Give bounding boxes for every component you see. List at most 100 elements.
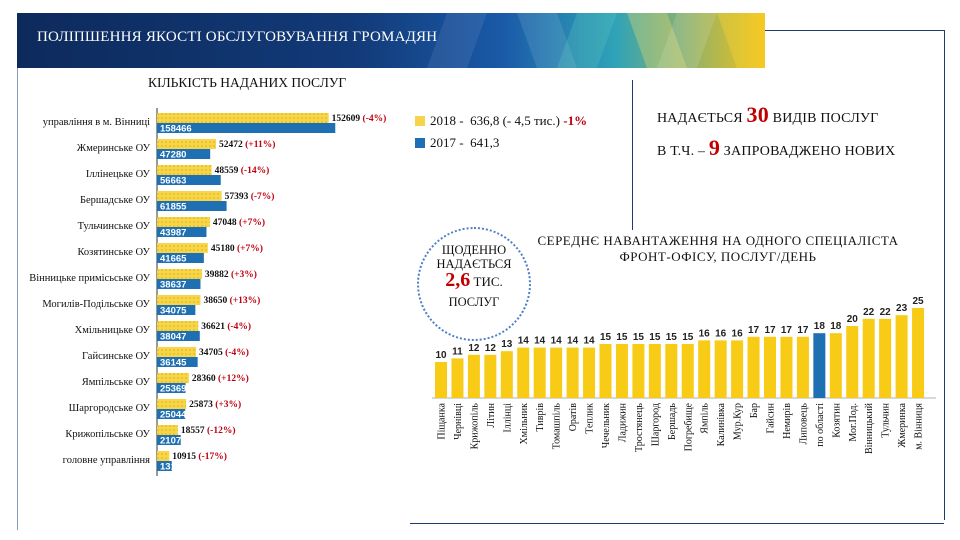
category-label: Тростянець xyxy=(634,403,645,452)
value-label-2017: 25369 xyxy=(160,384,186,395)
chart-legend: 2018 - 636,8 (- 4,5 тис.) -1% 2017 - 641… xyxy=(415,110,587,154)
value-label-2018: 45180 (+7%) xyxy=(211,243,263,254)
category-label: Ладижин xyxy=(617,402,628,442)
bar-2018 xyxy=(157,321,199,331)
category-label: Гайсин xyxy=(766,402,777,433)
legend-label-2017: 2017 xyxy=(430,135,456,150)
legend-item-2017: 2017 - 641,3 xyxy=(415,132,587,154)
bar-2018 xyxy=(157,269,202,279)
circle-line2: НАДАЄТЬСЯ xyxy=(436,257,512,271)
category-label: Чернівці xyxy=(453,403,464,440)
circle-line1: ЩОДЕННО xyxy=(441,243,507,257)
divider-vertical xyxy=(632,80,633,230)
value-label-2017: 41665 xyxy=(160,254,187,265)
bar xyxy=(698,340,711,398)
value-label: 17 xyxy=(797,325,809,336)
value-label-2018: 57393 (-7%) xyxy=(225,191,275,202)
value-label: 12 xyxy=(468,343,480,354)
bar xyxy=(599,344,612,398)
value-label: 15 xyxy=(633,332,645,343)
bar xyxy=(796,336,809,398)
value-label: 13 xyxy=(501,339,513,350)
bar xyxy=(829,333,842,398)
bar-2017 xyxy=(157,123,336,133)
new-services-count: 9 xyxy=(708,135,721,160)
value-label: 25 xyxy=(912,296,924,307)
bar-2018 xyxy=(157,399,187,409)
legend-swatch-2017 xyxy=(415,138,425,148)
category-label: Хмільницьке ОУ xyxy=(75,325,151,336)
circle-line3: ПОСЛУГ xyxy=(448,295,500,309)
category-label: Тульчинське ОУ xyxy=(78,221,151,232)
category-label: Тиврів xyxy=(535,403,546,432)
legend-text-2017: - 641,3 xyxy=(456,135,500,150)
legend-swatch-2018 xyxy=(415,116,425,126)
bar xyxy=(632,344,645,398)
value-label-2017: 13165 xyxy=(160,462,187,473)
header-banner: ПОЛІПШЕННЯ ЯКОСТІ ОБСЛУГОВУВАННЯ ГРОМАДЯ… xyxy=(17,13,765,68)
circle-caption: ЩОДЕННО НАДАЄТЬСЯ xyxy=(419,243,529,271)
category-label: Іллінці xyxy=(502,403,513,433)
frame-line-right xyxy=(944,30,945,520)
workload-chart-title: СЕРЕДНЄ НАВАНТАЖЕННЯ НА ОДНОГО СПЕЦІАЛІС… xyxy=(528,233,908,265)
category-label: по області xyxy=(815,403,826,447)
daily-unit: ТИС. xyxy=(470,274,503,289)
value-label: 17 xyxy=(781,325,793,336)
category-label: головне управління xyxy=(63,455,151,466)
value-label-2017: 38637 xyxy=(160,280,186,291)
value-label-2017: 43987 xyxy=(160,228,186,239)
value-label: 14 xyxy=(583,336,595,347)
category-label: Тульчин xyxy=(881,402,892,437)
value-label-2018: 10915 (-17%) xyxy=(172,451,227,462)
category-label: Могилів-Подільське ОУ xyxy=(42,299,150,310)
category-label: Жмеринське ОУ xyxy=(77,143,151,154)
category-label: Крижопіль xyxy=(469,403,480,450)
value-label-2018: 47048 (+7%) xyxy=(213,217,265,228)
bar xyxy=(648,344,661,398)
bar-2017 xyxy=(157,409,186,419)
bar-2018 xyxy=(157,373,189,383)
bar-2017 xyxy=(157,435,181,445)
value-label: 18 xyxy=(830,321,842,332)
value-label: 15 xyxy=(600,332,612,343)
bar xyxy=(583,347,596,398)
category-label: Літин xyxy=(486,402,497,427)
category-label: Шаргородське ОУ xyxy=(69,403,151,414)
value-label-2018: 48559 (-14%) xyxy=(215,165,270,176)
value-label: 22 xyxy=(880,307,892,318)
bar xyxy=(550,347,563,398)
value-label-2017: 47280 xyxy=(160,150,186,161)
page-title: ПОЛІПШЕННЯ ЯКОСТІ ОБСЛУГОВУВАННЯ ГРОМАДЯ… xyxy=(37,29,438,45)
legend-item-2018: 2018 - 636,8 (- 4,5 тис.) -1% xyxy=(415,110,587,132)
category-label: Калинівка xyxy=(716,402,727,446)
value-label-2018: 38650 (+13%) xyxy=(203,295,260,306)
bar-2017 xyxy=(157,253,204,263)
category-label: Мур.Кур xyxy=(733,403,744,440)
category-label: Томашпіль xyxy=(552,403,563,450)
bar xyxy=(615,344,628,398)
bar-2018 xyxy=(157,243,208,253)
category-label: Погребище xyxy=(683,402,694,451)
info-line1-post: ВИДІВ ПОСЛУГ xyxy=(768,111,879,126)
value-label-2018: 34705 (-4%) xyxy=(199,347,249,358)
value-label: 11 xyxy=(452,346,463,357)
bar xyxy=(912,308,925,398)
value-label: 22 xyxy=(863,307,875,318)
category-label: Ямпільське ОУ xyxy=(82,377,151,388)
value-label-2017: 61855 xyxy=(160,202,187,213)
info-line-new: В Т.Ч. – 9 ЗАПРОВАДЖЕНО НОВИХ xyxy=(657,133,895,166)
value-label: 12 xyxy=(485,343,497,354)
value-label: 16 xyxy=(732,328,744,339)
value-label-2017: 34075 xyxy=(160,306,187,317)
category-label: Теплик xyxy=(585,403,596,434)
workload-title-line1: СЕРЕДНЄ НАВАНТАЖЕННЯ НА ОДНОГО СПЕЦІАЛІС… xyxy=(537,233,899,248)
bar xyxy=(879,318,892,398)
value-label-2018: 39882 (+3%) xyxy=(205,269,257,280)
bar-2017 xyxy=(157,175,221,185)
category-label: м. Вінниця xyxy=(914,403,925,450)
value-label-2018: 28360 (+12%) xyxy=(192,373,249,384)
bar-2017 xyxy=(157,305,196,315)
bar xyxy=(665,344,678,398)
bar xyxy=(517,347,530,398)
category-label: Липовець xyxy=(798,403,809,445)
